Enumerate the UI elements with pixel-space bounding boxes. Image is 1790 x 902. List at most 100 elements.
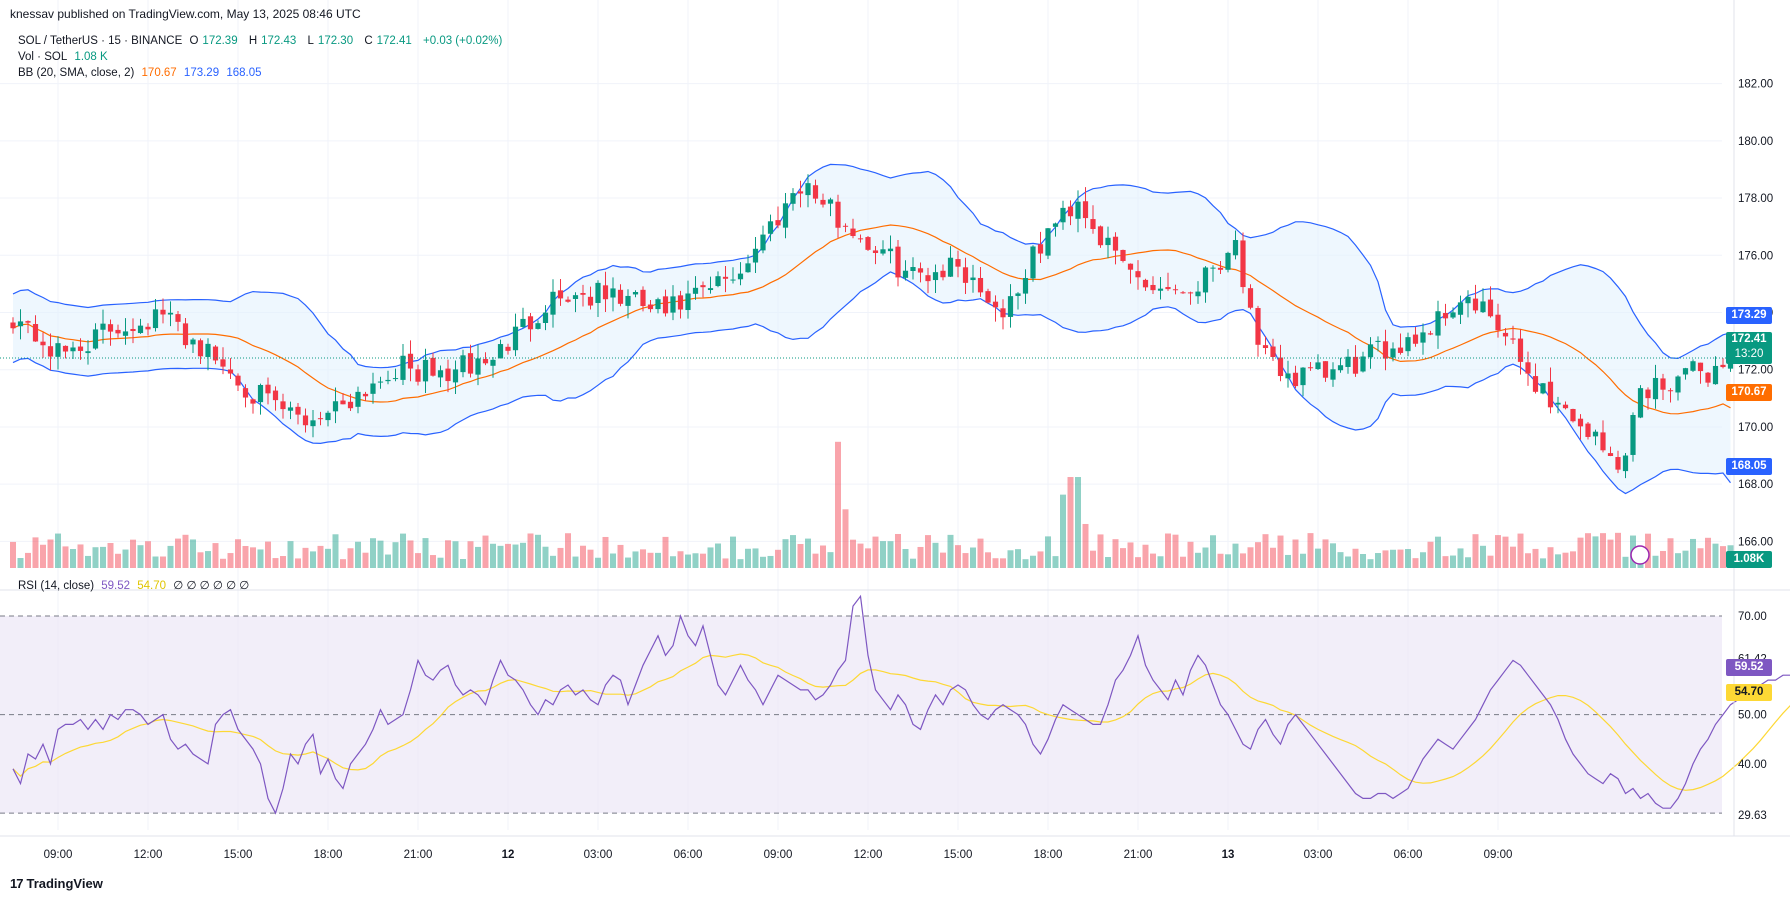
volume-bar: [385, 554, 391, 568]
candle-body: [347, 401, 354, 409]
candle-body: [775, 220, 781, 226]
candle-body: [115, 329, 121, 334]
candle-body: [587, 296, 594, 306]
candle-body: [452, 369, 459, 383]
time-axis-label: 03:00: [584, 849, 613, 861]
candle-body: [1135, 271, 1141, 278]
volume-bar: [535, 534, 541, 568]
volume-bar: [1682, 550, 1689, 568]
volume-bar: [1690, 538, 1696, 568]
candle-body: [1480, 301, 1486, 313]
volume-bar: [302, 547, 309, 568]
candle-body: [1705, 372, 1711, 383]
volume-bar: [430, 555, 436, 568]
volume-bar: [182, 534, 189, 568]
candle-body: [370, 383, 376, 394]
candle-body: [182, 323, 189, 346]
candle-body: [197, 340, 204, 357]
volume-bar: [332, 534, 339, 568]
rsi-axis-label: 50.00: [1738, 710, 1767, 722]
tradingview-logo[interactable]: 17 TradingView: [10, 876, 103, 891]
volume-bar: [1525, 553, 1531, 568]
candle-body: [565, 299, 571, 302]
volume-bar: [955, 545, 961, 568]
volume-bar: [280, 556, 286, 568]
volume-bar: [655, 552, 661, 568]
candle-body: [767, 221, 774, 234]
candle-body: [1247, 288, 1254, 308]
candle-body: [722, 276, 729, 279]
volume-bar: [1607, 539, 1614, 568]
volume-bar: [760, 556, 766, 568]
volume-bar: [70, 549, 76, 568]
candle-body: [647, 304, 654, 310]
candle-body: [970, 277, 976, 281]
candle-body: [445, 368, 451, 382]
bb-label: BB (20, SMA, close, 2): [18, 67, 135, 79]
volume-bar: [1150, 553, 1156, 568]
candle-body: [205, 343, 211, 357]
volume-bar: [85, 555, 91, 568]
bb-upper-tag: 173.29: [1726, 307, 1772, 324]
volume-bar: [137, 545, 144, 568]
candle-body: [857, 238, 864, 240]
candle-body: [1210, 267, 1216, 269]
volume-bar: [1577, 537, 1584, 568]
bb-legend: BB (20, SMA, close, 2) 170.67 173.29 168…: [18, 67, 266, 79]
volume-bar: [1660, 550, 1666, 568]
candle-body: [985, 291, 991, 303]
candle-body: [812, 185, 819, 199]
rsi-empty-values: ∅ ∅ ∅ ∅ ∅ ∅: [173, 580, 250, 592]
volume-bar: [1060, 494, 1066, 568]
candle-body: [1660, 378, 1666, 390]
volume-bar: [617, 544, 624, 568]
volume-bar: [362, 552, 369, 568]
volume-bar: [1472, 534, 1479, 568]
candle-body: [895, 246, 901, 278]
candle-body: [535, 323, 541, 329]
candle-body: [175, 314, 181, 322]
volume-bar: [1360, 553, 1366, 568]
candle-body: [1615, 457, 1621, 470]
candle-body: [1570, 408, 1576, 422]
candle-body: [1255, 308, 1261, 345]
candle-body: [340, 400, 346, 405]
volume-bar: [1397, 549, 1404, 568]
volume-bar: [1217, 553, 1224, 568]
candle-body: [160, 309, 166, 315]
candle-body: [632, 292, 639, 295]
candle-body: [400, 355, 406, 380]
candle-body: [1187, 292, 1194, 294]
volume-bar: [1292, 539, 1299, 568]
volume-bar: [32, 537, 39, 568]
volume-bar: [790, 535, 796, 568]
candle-body: [242, 388, 249, 398]
volume-bar: [962, 553, 969, 568]
volume-bar: [580, 545, 586, 568]
candle-body: [1195, 291, 1201, 297]
volume-bar: [25, 552, 31, 568]
candle-body: [1465, 296, 1471, 304]
candle-body: [1127, 263, 1134, 270]
volume-bar: [272, 558, 279, 568]
volume-bar: [715, 543, 721, 568]
time-axis-label: 15:00: [944, 849, 973, 861]
candle-body: [1712, 365, 1719, 385]
volume-legend: Vol · SOL 1.08 K: [18, 51, 112, 63]
candle-body: [1315, 362, 1321, 370]
candle-body: [475, 358, 481, 375]
volume-bar: [1405, 549, 1411, 568]
volume-bar: [77, 544, 84, 568]
volume-bar: [467, 541, 474, 568]
candle-body: [1697, 362, 1704, 372]
candle-body: [430, 357, 436, 376]
volume-bar: [197, 552, 204, 568]
candle-body: [392, 378, 399, 380]
volume-bar: [1562, 552, 1569, 568]
candle-body: [1292, 372, 1299, 387]
high-label: H: [248, 35, 258, 47]
candle-body: [827, 199, 834, 204]
candle-body: [1682, 368, 1689, 375]
time-axis-label: 18:00: [1034, 849, 1063, 861]
